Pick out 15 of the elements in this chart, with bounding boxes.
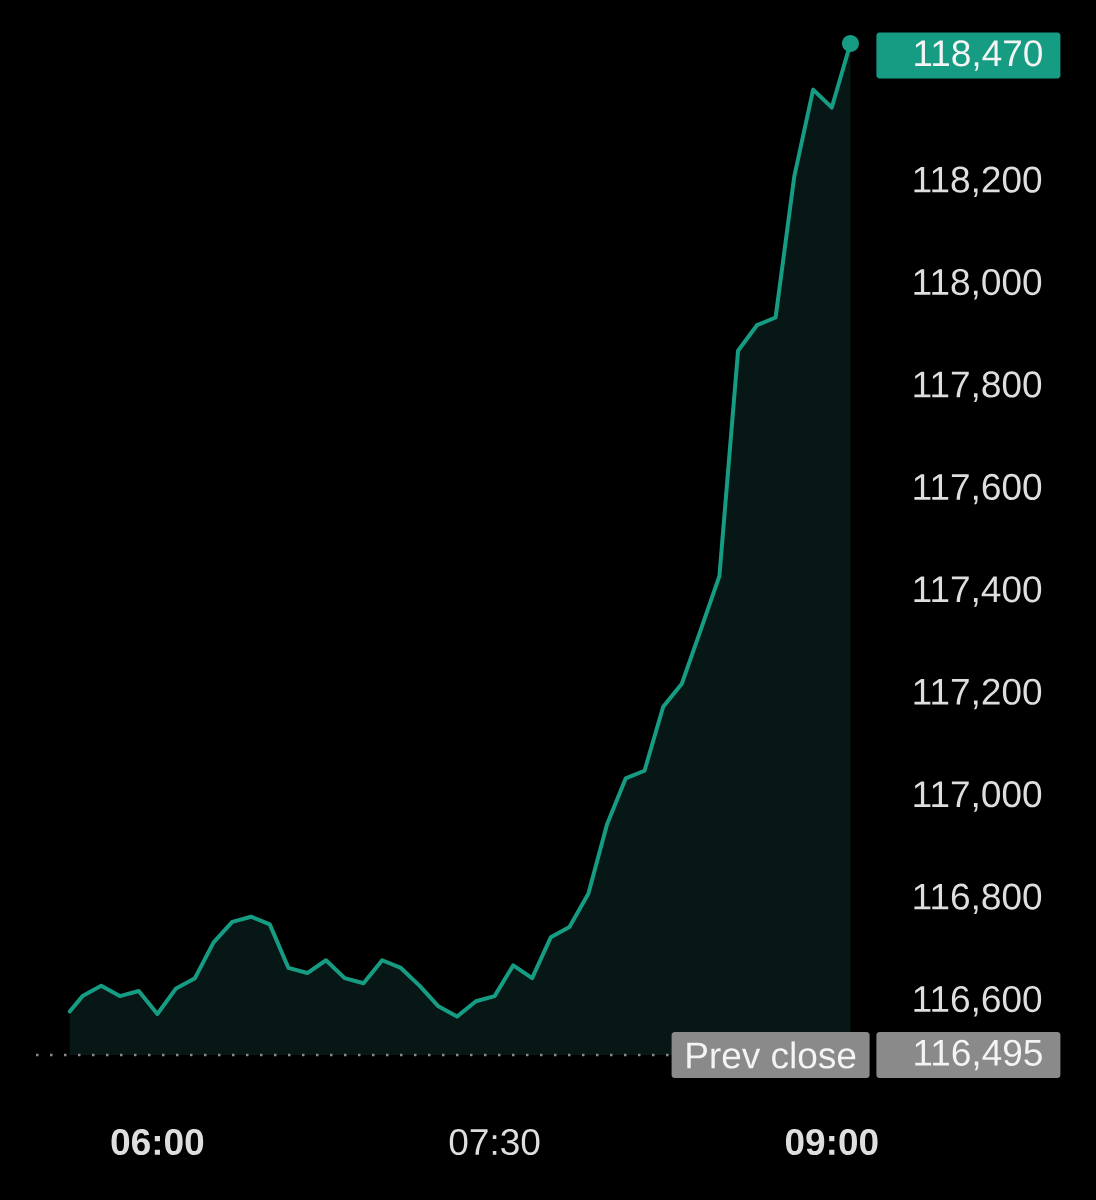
y-tick-label: 117,400: [914, 576, 1042, 607]
y-tick-label: 118,200: [914, 166, 1042, 198]
y-tick-label: 117,800: [914, 371, 1042, 402]
ref-line-label: Prev close: [687, 1041, 856, 1069]
annotation: 118,470: [915, 40, 1042, 71]
y-tick-label: 118,000: [914, 268, 1042, 300]
y-tick-label: 116,800: [914, 883, 1042, 915]
y-tick-label: 117,000: [914, 781, 1042, 812]
x-tick-label: 07:30: [449, 1128, 540, 1156]
x-tick-label: 06:00: [111, 1128, 204, 1156]
text: 116,495: [915, 1039, 1042, 1071]
y-tick-label: 117,600: [914, 473, 1042, 505]
x-tick-label: 09:00: [785, 1128, 878, 1156]
y-tick-label: 117,200: [914, 678, 1042, 710]
y-tick-label: 116,600: [914, 985, 1042, 1017]
